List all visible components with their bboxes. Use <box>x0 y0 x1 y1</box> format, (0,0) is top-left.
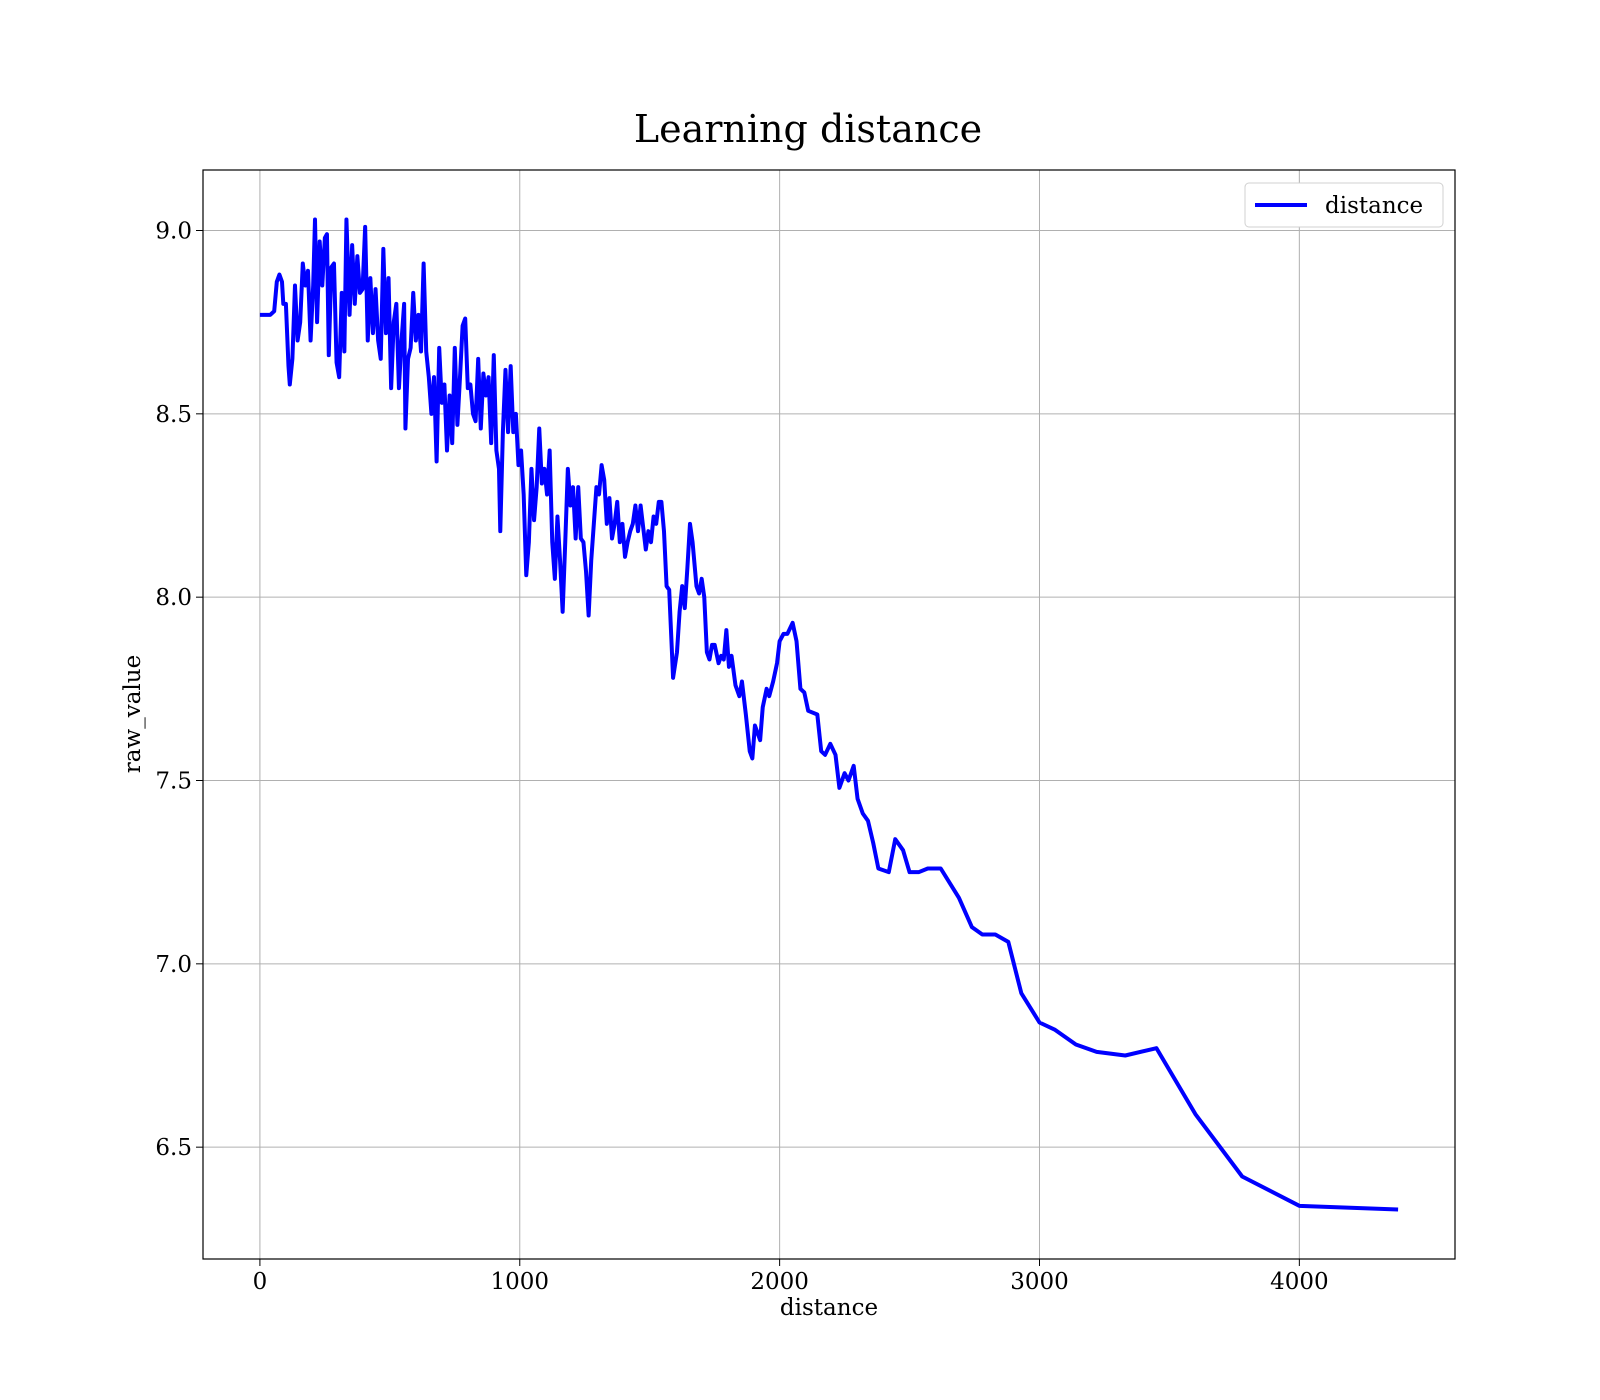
y-tick-label: 7.0 <box>155 952 192 978</box>
y-tick-label: 6.5 <box>155 1135 192 1161</box>
legend-box <box>1244 182 1444 228</box>
plot-frame <box>202 169 1456 1260</box>
legend-label: distance <box>1325 193 1423 219</box>
x-tick-label: 3000 <box>1010 1269 1069 1295</box>
x-tick-label: 1000 <box>490 1269 549 1295</box>
y-tick-label: 9.0 <box>155 219 192 245</box>
y-tick-label: 7.5 <box>155 769 192 795</box>
x-tick-label: 2000 <box>750 1269 809 1295</box>
data-line <box>259 217 1399 1212</box>
x-axis-label: distance <box>780 1295 878 1321</box>
chart-title: Learning distance <box>634 107 982 151</box>
y-axis-label: raw_value <box>120 655 146 773</box>
y-tick-label: 8.5 <box>155 402 192 428</box>
y-tick-label: 8.0 <box>155 585 192 611</box>
x-tick-label: 0 <box>253 1269 268 1295</box>
x-tick-label: 4000 <box>1270 1269 1329 1295</box>
